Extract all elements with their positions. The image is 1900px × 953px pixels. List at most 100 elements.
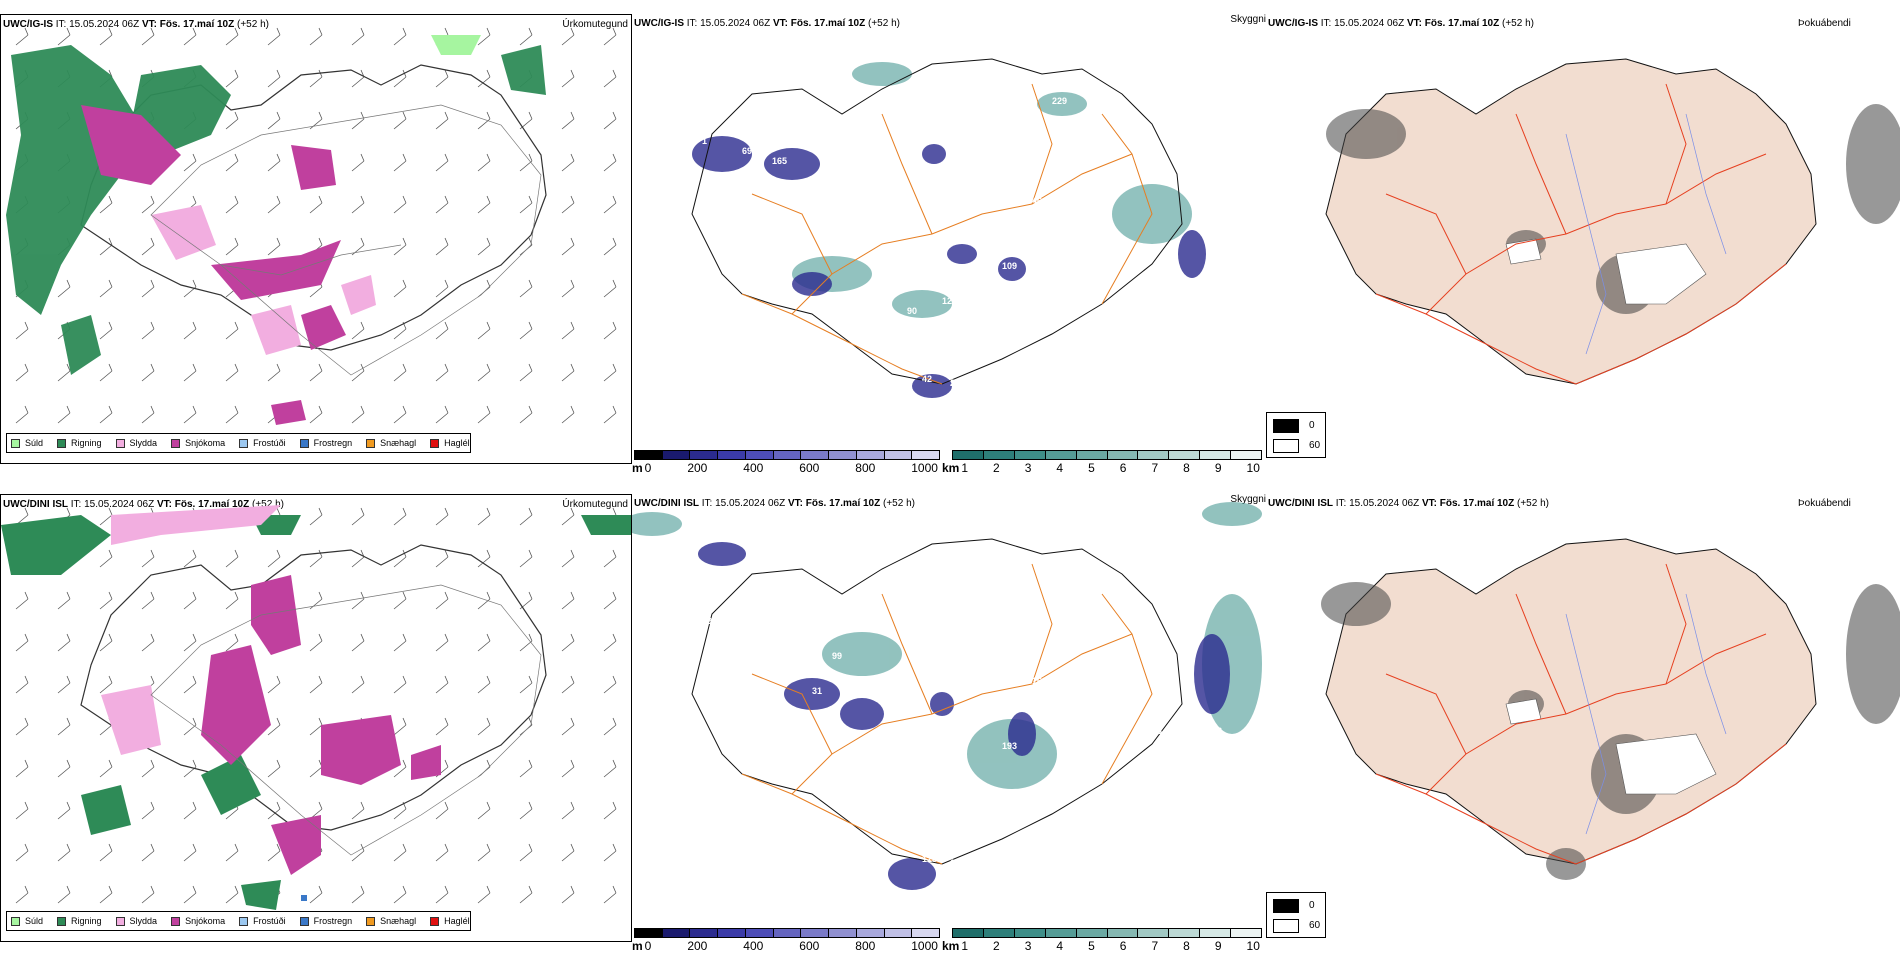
wind-barb [435, 843, 449, 862]
it-value: 15.05.2024 06Z [84, 499, 155, 510]
wind-barb [435, 717, 449, 736]
wind-barb [603, 279, 617, 298]
ceiling-value-label: 105 [772, 636, 787, 646]
it-label: IT: [1335, 498, 1347, 509]
wind-barb [57, 759, 71, 778]
wind-barb [519, 321, 533, 340]
wind-barb [603, 675, 617, 694]
wind-barb [477, 549, 491, 568]
wind-barb [351, 801, 365, 820]
wind-barb [351, 363, 365, 382]
wind-barb [141, 321, 155, 340]
colorbar-segment [745, 929, 774, 937]
sleet-areas [151, 205, 376, 355]
wind-barb [141, 363, 155, 382]
wind-barb [603, 153, 617, 172]
legend-label: Frostregn [313, 438, 353, 448]
wind-barb [393, 279, 407, 298]
wind-barb [351, 237, 365, 256]
wind-barb [15, 27, 29, 46]
ceiling-labels: 20 1 698 372 323 165 226 180 229 187 46 45 12 109 102 9… [702, 96, 1067, 388]
wind-barb [57, 633, 71, 652]
cloud-map: 20 1 698 372 323 165 226 180 229 187 46 45 12 109 102 9… [691, 58, 1206, 398]
legend-label: Rigning [71, 438, 102, 448]
wind-barb [183, 405, 197, 424]
legend-swatch [430, 438, 440, 448]
ceiling-value-label: 42 [922, 374, 932, 384]
vt-value: Fös. 17.maí 10Z [790, 18, 866, 29]
fog-low-swatch [1273, 439, 1299, 453]
wind-barb [519, 885, 533, 904]
colorbar-tick: 600 [799, 939, 820, 953]
rivers [1565, 593, 1727, 835]
legend-item: Haglél [430, 438, 470, 448]
model-name: UWC/IG-IS [3, 19, 53, 30]
colorbar-segment [1107, 451, 1139, 459]
iceland-land [1325, 538, 1817, 865]
wind-barb [309, 507, 323, 526]
ceiling-value-label: 93 [1212, 726, 1222, 736]
wind-barb [267, 759, 281, 778]
wind-barb [141, 759, 155, 778]
wind-barb [519, 405, 533, 424]
colorbar-tick: 1000 [911, 939, 938, 953]
cloud-visibility-panel: UWC/IG-IS IT: 15.05.2024 06Z VT: Fös. 17… [632, 14, 1266, 475]
ceiling-value-label: 99 [832, 651, 842, 661]
wind-barb [393, 237, 407, 256]
wind-barb [141, 27, 155, 46]
legend-item: Frostúði [239, 916, 286, 926]
wind-barb [477, 885, 491, 904]
wind-barb [99, 759, 113, 778]
colorbar-segment [884, 929, 913, 937]
roads [1375, 563, 1787, 865]
wind-barb [435, 885, 449, 904]
colorbar-segment [1014, 451, 1046, 459]
wind-barb [435, 633, 449, 652]
precip-type-panel: UWC/DINI ISL IT: 15.05.2024 06Z VT: Fös.… [0, 494, 632, 942]
wind-barb [99, 279, 113, 298]
wind-barb [477, 237, 491, 256]
colorbar-tick: 4 [1056, 939, 1064, 953]
colorbar-tick: 1 [961, 461, 969, 475]
it-label: IT: [70, 499, 82, 510]
wind-barb [351, 633, 365, 652]
wind-barb [603, 363, 617, 382]
wind-barb [309, 885, 323, 904]
precip-legend: Súld Rigning Slydda Snjókoma Frostúði Frostre… [6, 911, 471, 931]
panel-title: Þokuábendi [1798, 18, 1851, 29]
colorbar-tick: 2 [993, 461, 1000, 475]
wind-barb [225, 549, 239, 568]
wind-barb [225, 153, 239, 172]
legend-item: Snjókoma [171, 438, 225, 448]
ceiling-colorbar [634, 450, 940, 460]
wind-barb [603, 885, 617, 904]
wind-barb [225, 591, 239, 610]
wind-barb [603, 69, 617, 88]
fog-high-swatch [1273, 899, 1299, 913]
wind-barb [393, 591, 407, 610]
colorbar-tick: 2 [993, 939, 1000, 953]
wind-barb [351, 591, 365, 610]
wind-barb [267, 27, 281, 46]
colorbar-segment [1231, 929, 1262, 937]
wind-barb [141, 279, 155, 298]
wind-barb [393, 153, 407, 172]
wind-barb [393, 507, 407, 526]
wind-barb [99, 885, 113, 904]
legend-label: Snæhagl [380, 916, 417, 926]
colorbar-segment [1138, 451, 1170, 459]
colorbar-segment [801, 929, 830, 937]
wind-barb [99, 363, 113, 382]
wind-barb [57, 675, 71, 694]
vt-label: VT: [787, 498, 803, 509]
wind-barb [477, 363, 491, 382]
wind-barb [519, 279, 533, 298]
colorbar-tick: 3 [1024, 461, 1032, 475]
lead-time: (+52 h) [237, 19, 269, 30]
sleet-areas [101, 505, 281, 755]
wind-barb [309, 363, 323, 382]
colorbar-segment [635, 451, 663, 459]
wind-barb [99, 321, 113, 340]
ceiling-value-label: 372 [782, 136, 797, 146]
wind-barb [519, 675, 533, 694]
